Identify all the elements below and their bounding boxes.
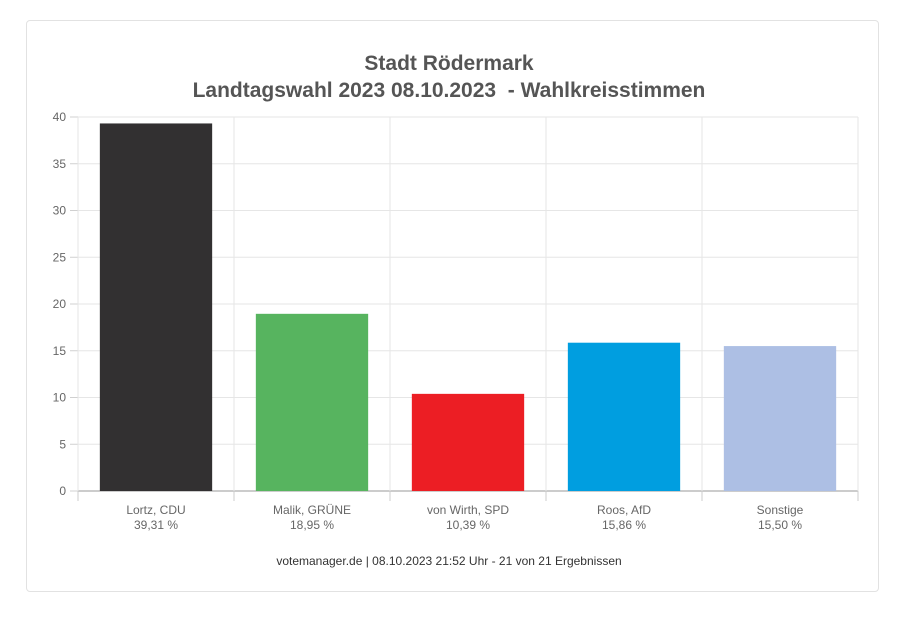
y-tick-label: 0 xyxy=(59,484,66,498)
data-label: 10,39 % xyxy=(446,518,490,532)
bar xyxy=(255,313,369,491)
chart-footer: votemanager.de | 08.10.2023 21:52 Uhr - … xyxy=(276,554,622,568)
data-label: 15,86 % xyxy=(602,518,646,532)
x-tick-label: Roos, AfD xyxy=(597,503,651,517)
chart-subtitle: Landtagswahl 2023 08.10.2023 - Wahlkreis… xyxy=(192,79,706,102)
data-label: 39,31 % xyxy=(134,518,178,532)
bar xyxy=(99,123,213,491)
x-tick-label: Lortz, CDU xyxy=(126,503,185,517)
x-tick-label: Malik, GRÜNE xyxy=(273,503,351,517)
bar xyxy=(567,342,681,491)
y-tick-label: 20 xyxy=(53,297,67,311)
data-label: 15,50 % xyxy=(758,518,802,532)
y-tick-label: 40 xyxy=(53,110,67,124)
y-tick-label: 30 xyxy=(53,204,67,218)
bar xyxy=(411,393,525,491)
bar xyxy=(723,346,837,491)
x-tick-label: Sonstige xyxy=(757,503,804,517)
y-tick-label: 15 xyxy=(53,344,67,358)
x-tick-label: von Wirth, SPD xyxy=(427,503,509,517)
chart-title: Stadt Rödermark xyxy=(364,52,534,75)
chart-title-block: Stadt Rödermark Landtagswahl 2023 08.10.… xyxy=(0,50,898,104)
y-tick-label: 10 xyxy=(53,391,67,405)
y-tick-label: 25 xyxy=(53,250,67,264)
data-label: 18,95 % xyxy=(290,518,334,532)
y-tick-label: 5 xyxy=(59,437,66,451)
y-tick-label: 35 xyxy=(53,157,67,171)
